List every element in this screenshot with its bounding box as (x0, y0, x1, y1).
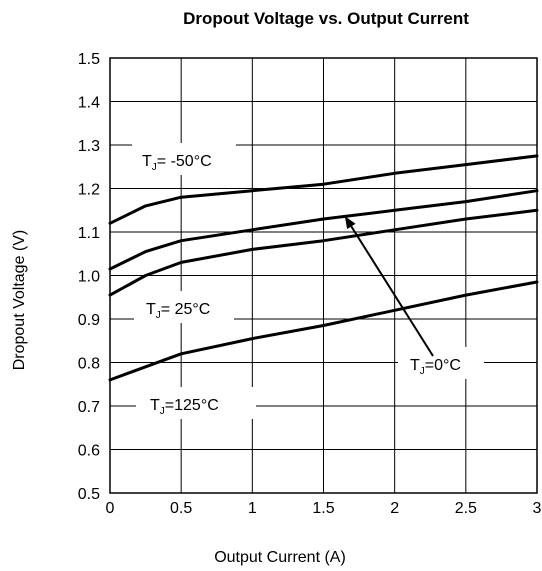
y-tick-label: 1.1 (78, 225, 100, 242)
annotation-background (398, 347, 484, 379)
annotation-label: TJ=125°C (150, 397, 219, 417)
x-tick-label: 2 (390, 500, 399, 517)
annotation-label: TJ=0°C (410, 357, 461, 377)
y-tick-label: 0.7 (78, 399, 100, 416)
annotation-label: TJ= -50°C (142, 153, 212, 173)
y-tick-label: 1.2 (78, 182, 100, 199)
x-tick-label: 1.5 (312, 500, 334, 517)
series-layer (108, 154, 539, 382)
annotation-background (132, 143, 236, 175)
y-tick-label: 0.5 (78, 486, 100, 503)
series-line (108, 280, 539, 382)
series-line (108, 189, 539, 271)
y-tick-label: 1.0 (78, 269, 100, 286)
y-tick-label: 0.9 (78, 312, 100, 329)
annotation-layer: TJ= -50°C TJ= 25°C TJ=0°C TJ=125°C (132, 143, 484, 419)
series-line (108, 208, 539, 297)
annotation-label: TJ= 25°C (146, 301, 210, 321)
x-tick-label: 0.5 (170, 500, 192, 517)
plot-frame (109, 57, 538, 494)
y-axis-label: Dropout Voltage (V) (11, 230, 28, 371)
annotation-background (136, 387, 256, 419)
y-tick-labels: 0.5 0.6 0.7 0.8 0.9 1.0 1.1 1.2 1.3 1.4 1.5 (78, 51, 100, 503)
x-tick-labels: 0 0.5 1 1.5 2 2.5 3 (106, 500, 542, 517)
x-axis-label: Output Current (A) (214, 549, 346, 566)
y-tick-label: 1.4 (78, 95, 100, 112)
grid (109, 57, 538, 494)
x-tick-label: 1 (248, 500, 257, 517)
x-tick-label: 3 (533, 500, 542, 517)
x-tick-label: 2.5 (455, 500, 477, 517)
x-tick-label: 0 (106, 500, 115, 517)
chart-title: Dropout Voltage vs. Output Current (183, 9, 469, 28)
annotation-arrow (344, 216, 434, 357)
y-tick-label: 1.5 (78, 51, 100, 68)
annotation-background (134, 291, 234, 323)
series-line (108, 154, 539, 225)
y-tick-label: 0.6 (78, 443, 100, 460)
y-tick-label: 0.8 (78, 356, 100, 373)
y-tick-label: 1.3 (78, 138, 100, 155)
